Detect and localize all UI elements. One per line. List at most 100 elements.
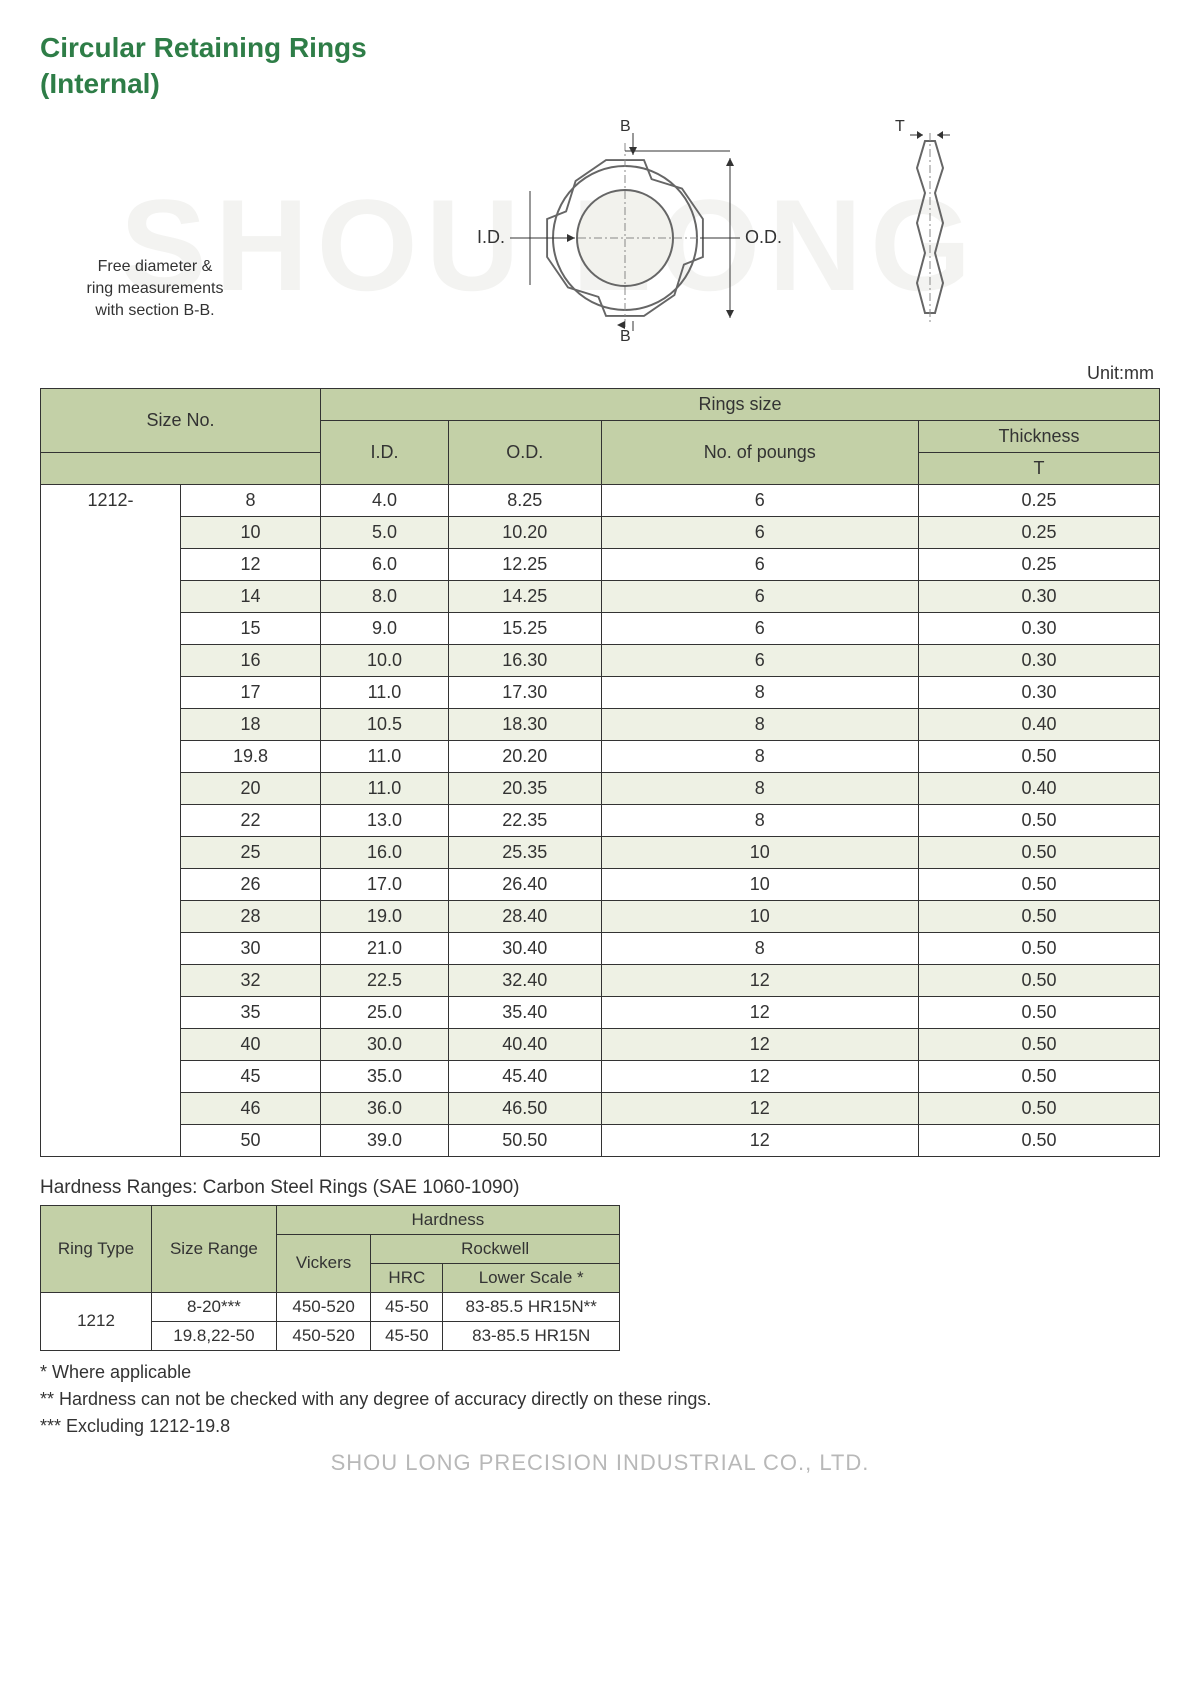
cell: 12 [601,1124,918,1156]
table-row: 2617.026.40100.50 [41,868,1160,900]
label-t: T [895,118,905,135]
th-od: O.D. [448,420,601,484]
table-row: 105.010.2060.25 [41,516,1160,548]
cell: 10 [601,868,918,900]
cell: 6 [601,484,918,516]
table-row: 19.811.020.2080.50 [41,740,1160,772]
cell: 6.0 [321,548,449,580]
th-rings-size: Rings size [321,388,1160,420]
th-id: I.D. [321,420,449,484]
cell: 14 [181,580,321,612]
cell: 39.0 [321,1124,449,1156]
cell: 20 [181,772,321,804]
cell: 8 [601,740,918,772]
th-rockwell: Rockwell [371,1234,620,1263]
cell: 4.0 [321,484,449,516]
cell: 19.8 [181,740,321,772]
cell: 8 [601,932,918,964]
cell: 22.5 [321,964,449,996]
cell: 45-50 [371,1321,443,1350]
label-b-bottom: B [620,328,631,343]
cell: 10.0 [321,644,449,676]
cell: 12 [601,1060,918,1092]
cell: 0.50 [918,996,1159,1028]
cell: 18 [181,708,321,740]
th-thickness: Thickness [918,420,1159,452]
cell: 10 [601,900,918,932]
cell: 25.0 [321,996,449,1028]
table-row: 2819.028.40100.50 [41,900,1160,932]
th-ring-type: Ring Type [41,1205,152,1292]
cell: 0.50 [918,868,1159,900]
cell: 16 [181,644,321,676]
cell: 45 [181,1060,321,1092]
cell: 0.30 [918,676,1159,708]
cell: 0.50 [918,1092,1159,1124]
cell: 0.25 [918,484,1159,516]
cell: 0.50 [918,1028,1159,1060]
th-size-no: Size No. [41,388,321,452]
cell: 11.0 [321,676,449,708]
main-spec-table: Size No. Rings size I.D. O.D. No. of pou… [40,388,1160,1157]
cell: 17.0 [321,868,449,900]
table-row: 2011.020.3580.40 [41,772,1160,804]
cell: 5.0 [321,516,449,548]
cell: 46.50 [448,1092,601,1124]
cell: 45-50 [371,1292,443,1321]
table-row: 5039.050.50120.50 [41,1124,1160,1156]
cell: 22 [181,804,321,836]
cell: 12 [601,996,918,1028]
cell: 6 [601,644,918,676]
cell: 8 [601,708,918,740]
label-id: I.D. [477,227,505,247]
cell: 17.30 [448,676,601,708]
cell: 6 [601,516,918,548]
cell: 30.0 [321,1028,449,1060]
cell: 22.35 [448,804,601,836]
cell: 0.25 [918,548,1159,580]
table-row: 2213.022.3580.50 [41,804,1160,836]
cell: 40.40 [448,1028,601,1060]
th-t: T [918,452,1159,484]
cell: 10.20 [448,516,601,548]
cell: 10 [601,836,918,868]
cell: 12 [601,1092,918,1124]
table-row: 1610.016.3060.30 [41,644,1160,676]
cell: 8 [181,484,321,516]
cell: 50 [181,1124,321,1156]
cell: 25.35 [448,836,601,868]
cell: 28.40 [448,900,601,932]
cell: 35 [181,996,321,1028]
note-2: ** Hardness can not be checked with any … [40,1386,1160,1413]
technical-diagram: B I.D. O.D. [270,113,1160,343]
cell: 25 [181,836,321,868]
caption-l2: ring measurements [87,280,224,297]
cell: 20.35 [448,772,601,804]
title-line2: (Internal) [40,68,160,99]
cell: 0.30 [918,612,1159,644]
footnotes: * Where applicable ** Hardness can not b… [40,1359,1160,1440]
cell: 0.50 [918,932,1159,964]
cell: 6 [601,548,918,580]
cell: 40 [181,1028,321,1060]
cell: 28 [181,900,321,932]
cell: 0.50 [918,964,1159,996]
cell: 45.40 [448,1060,601,1092]
table-row: 1711.017.3080.30 [41,676,1160,708]
cell: 6 [601,612,918,644]
cell: 16.0 [321,836,449,868]
cell: 21.0 [321,932,449,964]
cell: 11.0 [321,772,449,804]
cell: 8 [601,804,918,836]
cell: 12.25 [448,548,601,580]
cell: 0.25 [918,516,1159,548]
table-row: 126.012.2560.25 [41,548,1160,580]
cell: 6 [601,580,918,612]
cell: 35.40 [448,996,601,1028]
table-row: 3525.035.40120.50 [41,996,1160,1028]
cell: 13.0 [321,804,449,836]
cell: 0.40 [918,708,1159,740]
cell: 50.50 [448,1124,601,1156]
cell: 12 [601,1028,918,1060]
cell: 19.0 [321,900,449,932]
